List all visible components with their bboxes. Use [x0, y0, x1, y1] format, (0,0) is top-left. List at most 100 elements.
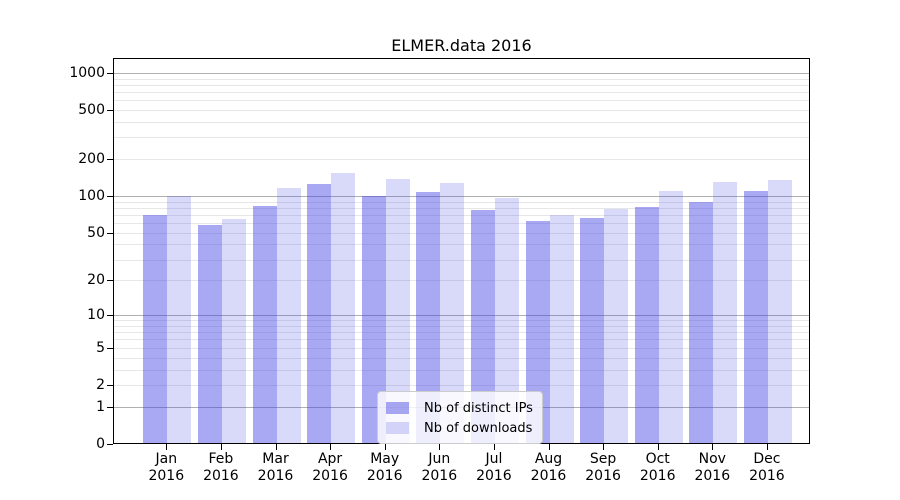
- gridline-1000: [114, 72, 809, 74]
- x-tick-oct: [657, 444, 659, 450]
- gridline-8: [114, 325, 809, 327]
- y-tick-200: [107, 159, 113, 161]
- x-tick-label-jun: Jun 2016: [421, 451, 458, 484]
- gridline-40: [114, 244, 809, 246]
- y-tick-100: [107, 196, 113, 198]
- x-tick-label-oct: Oct 2016: [639, 451, 676, 484]
- x-tick-label-jan: Jan 2016: [148, 451, 185, 484]
- bar-downloads-sep: [604, 209, 629, 443]
- x-tick-apr: [330, 444, 332, 450]
- y-tick-500: [107, 110, 113, 112]
- bar-downloads-apr: [331, 172, 356, 443]
- gridline-70: [114, 214, 809, 216]
- gridline-800: [114, 84, 809, 86]
- x-tick-label-aug: Aug 2016: [530, 451, 567, 484]
- x-tick-mar: [275, 444, 277, 450]
- bar-downloads-aug: [549, 214, 574, 443]
- x-tick-label-may: May 2016: [366, 451, 403, 484]
- legend-item-distinct-ips: Nb of distinct IPs: [386, 398, 533, 418]
- legend-swatch-distinct-ips: [386, 402, 409, 414]
- y-tick-50: [107, 232, 113, 234]
- gridline-30: [114, 259, 809, 261]
- x-tick-label-nov: Nov 2016: [694, 451, 731, 484]
- bar-distinct-ips-nov: [689, 201, 714, 443]
- x-tick-label-feb: Feb 2016: [203, 451, 239, 484]
- x-tick-nov: [712, 444, 714, 450]
- x-tick-jun: [439, 444, 441, 450]
- legend-label-downloads: Nb of downloads: [424, 420, 533, 436]
- y-tick-0: [107, 444, 113, 445]
- y-tick-label-5: 5: [96, 339, 105, 356]
- legend-swatch-downloads: [386, 422, 409, 434]
- legend: Nb of distinct IPs Nb of downloads: [377, 391, 543, 444]
- gridline-4: [114, 357, 809, 359]
- gridline-600: [114, 100, 809, 102]
- gridline-700: [114, 91, 809, 93]
- y-tick-label-1000: 1000: [69, 64, 105, 81]
- x-tick-label-mar: Mar 2016: [257, 451, 294, 484]
- x-tick-dec: [766, 444, 768, 450]
- x-tick-label-dec: Dec 2016: [749, 451, 785, 484]
- y-tick-label-10: 10: [87, 307, 105, 324]
- x-tick-jul: [493, 444, 495, 450]
- x-tick-aug: [548, 444, 550, 450]
- gridline-10: [114, 315, 809, 317]
- y-tick-label-100: 100: [78, 188, 105, 205]
- bar-distinct-ips-jan: [143, 214, 168, 443]
- bar-distinct-ips-mar: [252, 205, 277, 443]
- bar-downloads-nov: [713, 182, 738, 443]
- gridline-300: [114, 137, 809, 139]
- y-tick-label-50: 50: [87, 224, 105, 241]
- bar-downloads-oct: [658, 190, 683, 443]
- gridline-200: [114, 159, 809, 161]
- y-tick-1: [107, 406, 113, 408]
- gridline-90: [114, 201, 809, 203]
- bar-distinct-ips-feb: [197, 224, 222, 443]
- y-tick-5: [107, 347, 113, 349]
- gridline-2: [114, 384, 809, 386]
- x-tick-jan: [166, 444, 168, 450]
- gridline-3: [114, 369, 809, 371]
- bar-distinct-ips-oct: [634, 207, 659, 443]
- gridline-60: [114, 223, 809, 225]
- x-tick-feb: [220, 444, 222, 450]
- bar-downloads-dec: [767, 179, 792, 443]
- gridline-6: [114, 339, 809, 341]
- x-tick-label-sep: Sep 2016: [585, 451, 621, 484]
- bar-distinct-ips-sep: [580, 218, 605, 443]
- gridline-500: [114, 110, 809, 112]
- x-tick-may: [384, 444, 386, 450]
- y-tick-label-500: 500: [78, 102, 105, 119]
- x-tick-label-jul: Jul 2016: [476, 451, 512, 484]
- bar-distinct-ips-dec: [743, 190, 768, 443]
- gridline-50: [114, 232, 809, 234]
- y-tick-label-0: 0: [96, 436, 105, 452]
- gridline-20: [114, 280, 809, 282]
- legend-item-downloads: Nb of downloads: [386, 418, 533, 438]
- x-tick-sep: [603, 444, 605, 450]
- y-tick-2: [107, 384, 113, 386]
- bar-downloads-feb: [221, 218, 246, 443]
- gridline-9: [114, 320, 809, 322]
- y-tick-1000: [107, 72, 113, 74]
- gridline-5: [114, 347, 809, 349]
- y-tick-label-200: 200: [78, 151, 105, 168]
- gridline-7: [114, 332, 809, 334]
- gridline-80: [114, 207, 809, 209]
- y-tick-label-20: 20: [87, 272, 105, 289]
- y-tick-label-1: 1: [96, 398, 105, 415]
- x-tick-label-apr: Apr 2016: [312, 451, 348, 484]
- y-tick-label-2: 2: [96, 376, 105, 393]
- y-tick-10: [107, 315, 113, 317]
- bar-distinct-ips-apr: [307, 184, 332, 443]
- plot-area: [113, 58, 810, 444]
- y-tick-20: [107, 280, 113, 282]
- chart-title: ELMER.data 2016: [391, 36, 532, 55]
- gridline-100: [114, 196, 809, 198]
- bar-downloads-jan: [167, 196, 192, 443]
- legend-label-distinct-ips: Nb of distinct IPs: [424, 400, 533, 416]
- bar-downloads-mar: [276, 187, 301, 443]
- gridline-900: [114, 78, 809, 80]
- gridline-400: [114, 121, 809, 123]
